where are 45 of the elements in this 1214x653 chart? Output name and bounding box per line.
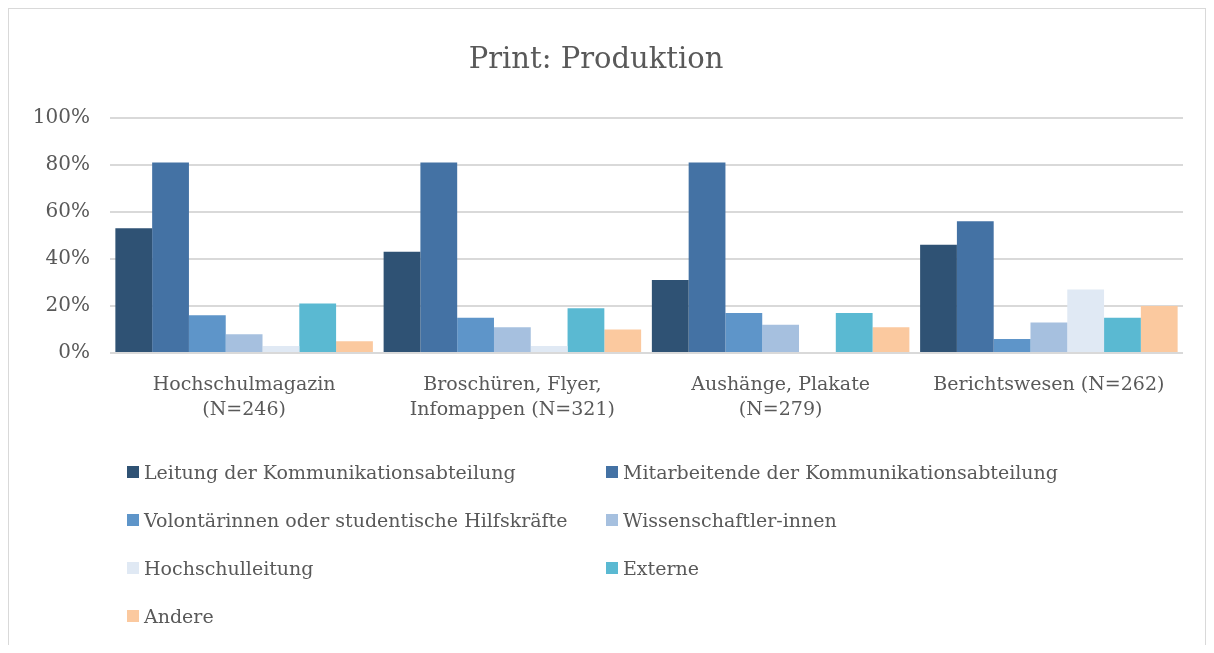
bar <box>336 341 373 352</box>
x-tick-label: Broschüren, Flyer, Infomappen (N=321) <box>409 372 615 419</box>
bar <box>920 244 957 352</box>
legend-label: Andere <box>144 605 214 627</box>
bar <box>115 228 153 352</box>
x-tick-label: Aushänge, Plakate (N=279) <box>690 372 871 419</box>
bar <box>299 303 337 352</box>
bar <box>993 338 1031 352</box>
bar <box>725 313 763 352</box>
legend-label: Volontärinnen oder studentische Hilfskräfte <box>144 509 568 531</box>
bar <box>262 345 300 352</box>
x-tick-label: Hochschulmagazin (N=246) <box>152 372 336 419</box>
bar <box>956 221 994 352</box>
chart-title: Print: Produktion <box>468 40 724 75</box>
legend-label: Mitarbeitende der Kommunikationsabteilung <box>623 461 1058 483</box>
bar <box>1140 305 1178 352</box>
bar <box>420 162 458 352</box>
bar <box>1104 317 1141 352</box>
legend-label: Leitung der Kommunikationsabteilung <box>144 461 516 483</box>
y-tick-label: 60% <box>45 198 90 223</box>
y-tick-label: 20% <box>45 292 90 317</box>
bar <box>688 162 726 352</box>
bar <box>651 280 689 352</box>
y-tick-label: 100% <box>32 104 90 128</box>
bar <box>383 251 421 352</box>
bar <box>567 308 605 352</box>
bar <box>530 345 568 352</box>
bar <box>188 315 226 352</box>
bar <box>1067 289 1105 352</box>
legend-label: Externe <box>623 557 700 579</box>
bar <box>872 327 910 352</box>
bar <box>1030 322 1068 352</box>
bar <box>493 327 531 352</box>
x-tick-label: Berichtswesen (N=262) <box>933 372 1165 395</box>
bar <box>835 313 873 352</box>
bar <box>225 334 263 352</box>
bar <box>762 324 800 352</box>
y-tick-label: 0% <box>58 339 90 364</box>
legend-label: Hochschulleitung <box>144 557 314 579</box>
legend-label: Wissenschaftler-innen <box>623 509 837 531</box>
bar <box>604 329 642 352</box>
y-tick-label: 80% <box>45 151 90 176</box>
bar <box>457 317 494 352</box>
bar <box>152 162 189 352</box>
y-tick-label: 40% <box>45 245 90 270</box>
